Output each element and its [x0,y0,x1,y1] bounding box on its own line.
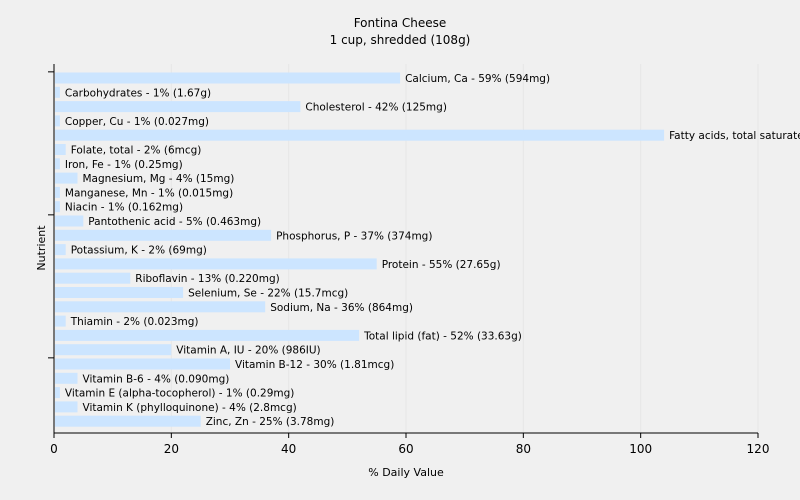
bar-label: Vitamin B-6 - 4% (0.090mg) [83,373,230,385]
bar [55,172,78,184]
bar-label: Carbohydrates - 1% (1.67g) [65,87,211,99]
gridlines [170,64,759,433]
x-tick-label: 60 [398,442,413,456]
bar-label: Fatty acids, total saturated - 104% (20.… [669,130,800,142]
bar-label: Copper, Cu - 1% (0.027mg) [65,116,209,128]
bar [55,372,78,384]
bar [55,129,665,141]
bar-label: Iron, Fe - 1% (0.25mg) [65,159,183,171]
bar [55,358,230,370]
bar [55,301,266,313]
bar [55,215,84,227]
bar-label: Magnesium, Mg - 4% (15mg) [83,173,235,185]
bar [55,115,60,127]
x-tick-label: 120 [747,442,770,456]
bar [55,387,60,399]
bar [55,258,377,270]
bar-label: Riboflavin - 13% (0.220mg) [135,273,279,285]
bar-label: Vitamin B-12 - 30% (1.81mcg) [235,359,394,371]
x-tick-labels: 0 20 40 60 80 100 120 [50,442,769,456]
bar-label: Vitamin K (phylloquinone) - 4% (2.8mcg) [83,402,297,414]
bar-label: Pantothenic acid - 5% (0.463mg) [88,216,261,228]
bar [55,86,60,98]
bar-label: Folate, total - 2% (6mcg) [71,145,202,157]
x-tick-label: 20 [164,442,179,456]
bar [55,287,184,298]
bar-label: Vitamin E (alpha-tocopherol) - 1% (0.29m… [65,388,295,400]
axes [48,64,759,438]
x-tick-label: 0 [50,442,58,456]
x-axis-label: % Daily Value [368,466,444,479]
x-tick-label: 40 [281,442,296,456]
bar [55,144,66,155]
bar-label: Protein - 55% (27.65g) [382,259,501,271]
y-axis-label: Nutrient [35,225,48,271]
bar [55,201,60,213]
bar [55,329,360,341]
bar [55,344,172,356]
bar [55,72,401,84]
bar [55,315,66,327]
bars: Calcium, Ca - 59% (594mg) Carbohydrates -… [55,72,800,428]
bar-label: Sodium, Na - 36% (864mg) [270,302,413,314]
bar-label: Niacin - 1% (0.162mg) [65,202,183,214]
bar [55,186,60,198]
chart-title: Fontina Cheese [354,16,447,30]
bar-label: Zinc, Zn - 25% (3.78mg) [206,416,335,428]
bar [55,272,131,284]
bar [55,229,272,241]
bar-label: Cholesterol - 42% (125mg) [305,102,447,114]
bar-label: Selenium, Se - 22% (15.7mcg) [188,288,348,300]
bar [55,401,78,413]
bar-label: Thiamin - 2% (0.023mg) [70,316,199,328]
bar [55,101,301,113]
bar-label: Potassium, K - 2% (69mg) [71,245,207,257]
bar [55,415,201,427]
bar-label: Total lipid (fat) - 52% (33.63g) [363,330,522,342]
chart-subtitle: 1 cup, shredded (108g) [330,33,471,47]
x-tick-label: 80 [516,442,531,456]
bar-label: Phosphorus, P - 37% (374mg) [276,230,432,242]
bar-label: Manganese, Mn - 1% (0.015mg) [65,187,233,199]
x-tick-label: 100 [629,442,652,456]
bar [55,158,60,170]
bar-label: Vitamin A, IU - 20% (986IU) [176,345,320,357]
bar [55,244,66,256]
bar-label: Calcium, Ca - 59% (594mg) [405,73,550,85]
